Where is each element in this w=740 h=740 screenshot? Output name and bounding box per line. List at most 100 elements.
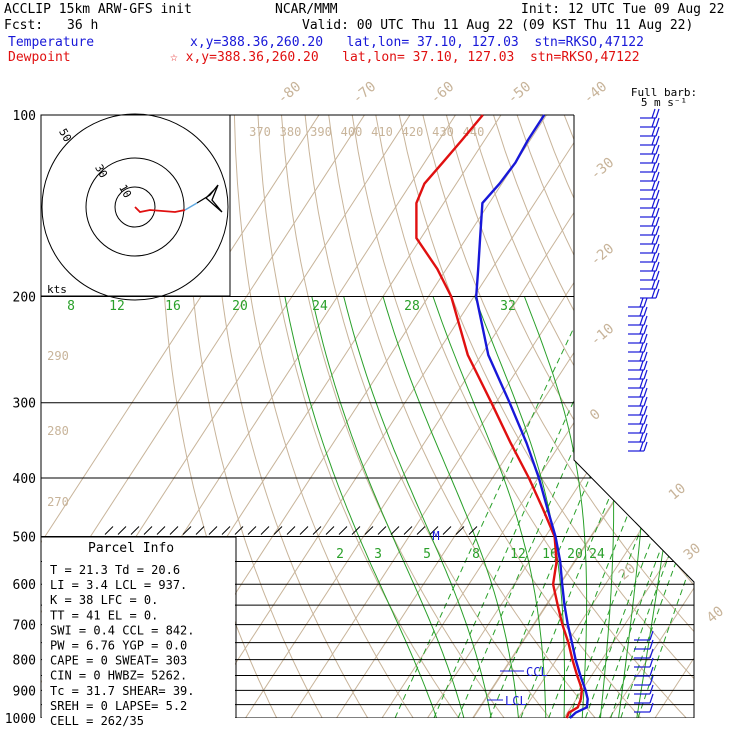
wind-barb — [628, 378, 648, 389]
wind-barb-feather — [649, 675, 654, 686]
level-tick-mark — [169, 526, 179, 535]
m-level-marker: M — [432, 529, 439, 543]
wind-barb — [640, 108, 660, 119]
wind-barb-feather — [649, 693, 654, 704]
parcel-info-box: Parcel Info T = 21.3 Td = 20.6LI = 3.4 LC… — [41, 536, 237, 728]
wind-barb-feather — [651, 108, 656, 119]
parcel-info-row: TT = 41 EL = 0. — [50, 608, 158, 622]
mixing-ratio-label: 20 — [567, 547, 583, 562]
mixing-ratio-label: 5 — [423, 547, 431, 562]
wind-barb — [628, 324, 648, 335]
hodograph-frame — [40, 114, 231, 297]
pressure-tick-label: 200 — [13, 291, 36, 306]
level-tick-mark — [143, 526, 153, 535]
isotherm-line — [518, 115, 694, 718]
dewpoint-legend-label: Dewpoint — [8, 50, 71, 65]
moist-adiabat-line — [523, 296, 588, 718]
barb-legend-label: Full barb: — [631, 86, 697, 99]
pressure-tick-label: 500 — [13, 530, 36, 545]
isotherm-label: -60 — [428, 79, 458, 108]
isotherm-label: -50 — [505, 79, 535, 108]
wind-barb — [628, 342, 648, 353]
wind-barb — [640, 162, 660, 173]
dry-adiabat-line — [516, 115, 694, 718]
mixing-ratio-line — [457, 296, 643, 718]
wind-barb-feather — [651, 252, 656, 263]
level-tick-mark — [260, 526, 270, 535]
mixing-ratio-label: 24 — [312, 299, 328, 314]
hodograph-unit-label: kts — [47, 283, 67, 296]
model-title: ACCLIP 15km ARW-GFS init — [4, 2, 192, 17]
wind-barb-feather — [651, 279, 656, 290]
wind-barb-feather — [655, 234, 660, 245]
pressure-tick-label: 300 — [13, 397, 36, 412]
wind-barb — [628, 333, 648, 344]
wind-barb-feather — [643, 306, 648, 317]
wind-barb-feather — [651, 171, 656, 182]
level-tick-mark — [351, 526, 361, 535]
wind-barb — [628, 315, 648, 326]
level-tick-mark — [312, 526, 322, 535]
dry-adiabat-line — [634, 115, 694, 718]
pressure-tick-label: 700 — [13, 619, 36, 634]
parcel-info-background — [42, 537, 235, 718]
hodograph-trace-mid — [184, 202, 198, 211]
wind-barb — [634, 702, 654, 713]
wind-barb-feather — [649, 657, 654, 668]
wind-barb — [628, 360, 648, 371]
wind-barb-feather — [651, 198, 656, 209]
dry-adiabat-line — [540, 115, 694, 718]
wind-barb-feather — [655, 180, 660, 191]
pressure-tick-label: 100 — [13, 109, 36, 124]
wind-barb-feather — [651, 270, 656, 281]
theta-label: 410 — [371, 125, 393, 139]
wind-barb-feather — [655, 225, 660, 236]
wind-barb-feather — [655, 144, 660, 155]
wind-barb — [628, 432, 648, 443]
wind-barb — [640, 126, 660, 137]
wind-barb-feather — [643, 342, 648, 353]
parcel-info-row: LI = 3.4 LCL = 937. — [50, 578, 187, 592]
mixing-ratio-line — [568, 296, 694, 718]
mixing-ratio-line — [433, 296, 623, 718]
theta-label: 420 — [402, 125, 424, 139]
level-tick-mark — [364, 526, 374, 535]
isotherm-label: -30 — [588, 155, 618, 184]
level-tick-mark — [104, 526, 114, 535]
isotherm-label: 40 — [704, 603, 727, 626]
wind-barb-feather — [639, 414, 644, 425]
parcel-info-row: PW = 6.76 YGP = 0.0 — [50, 639, 187, 653]
pressure-tick-label: 800 — [13, 654, 36, 669]
wind-barb — [634, 666, 654, 677]
level-tick-mark — [390, 526, 400, 535]
pressure-tick-label: 1000 — [5, 712, 36, 727]
level-tick-mark — [416, 526, 426, 535]
wind-barb — [628, 441, 648, 452]
mixing-ratio-label: 28 — [404, 299, 420, 314]
wind-barb-feather — [649, 702, 654, 713]
dry-adiabat-line — [328, 115, 596, 718]
wind-barb-feather — [649, 666, 654, 677]
level-tick-mark — [299, 526, 309, 535]
hodograph-ring-label: 10 — [116, 182, 134, 200]
wind-barb — [628, 351, 648, 362]
isotherm-line — [381, 115, 694, 718]
level-tick-mark — [442, 526, 452, 535]
wind-barb — [628, 414, 648, 425]
theta-label: 400 — [341, 125, 363, 139]
mixing-ratio-label: 16 — [542, 547, 558, 562]
wind-barb — [640, 243, 660, 254]
isotherm-label: 10 — [666, 480, 689, 503]
wind-barb-feather — [651, 207, 656, 218]
wind-barb — [634, 684, 654, 695]
parcel-info-row: SWI = 0.4 CCL = 842. — [50, 623, 195, 637]
level-tick-mark — [156, 526, 166, 535]
wind-barb — [628, 423, 648, 434]
pressure-tick-label: 600 — [13, 578, 36, 593]
wind-barb-feather — [651, 135, 656, 146]
wind-barb-feather — [655, 171, 660, 182]
wind-barb-feather — [651, 162, 656, 173]
dewpoint-station-info: ☆ x,y=388.36,260.20 lat,lon= 37.10, 127.… — [170, 50, 640, 65]
wind-barb-feather — [655, 162, 660, 173]
